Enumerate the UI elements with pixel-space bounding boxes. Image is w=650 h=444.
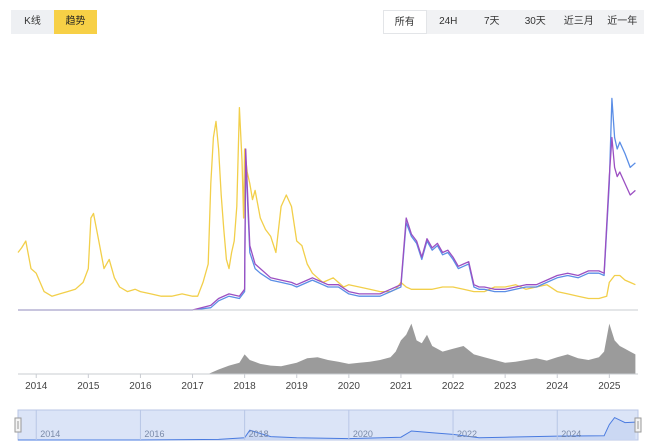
price-lines [17,97,636,311]
x-tick-label: 2020 [338,381,361,392]
x-tick-label: 2021 [390,381,413,392]
navigator-year-label: 2014 [40,429,60,439]
tab-7d[interactable]: 7天 [483,16,500,27]
x-tick-label: 2018 [234,381,257,392]
x-tick-label: 2014 [25,381,48,392]
tab-30d[interactable]: 30天 [524,16,546,27]
navigator-year-label: 2022 [457,429,477,439]
tab-24h[interactable]: 24H [439,16,458,27]
navigator-year-label: 2018 [249,429,269,439]
navigator-line [18,416,636,441]
x-tick-label: 2017 [181,381,204,392]
navigator-labels: 2014 2016 2018 2020 2022 2024 [35,410,581,440]
kline-toggle-button[interactable]: K线 [11,10,54,34]
time-range-tabs: 所有 24H 7天 30天 近三月 近一年 [383,10,644,34]
series-blue-line [18,97,636,311]
x-tick-label: 2024 [546,381,569,392]
volume-area [18,323,636,374]
volume-area-shape [18,323,636,374]
x-tick-label: 2016 [129,381,152,392]
series-yellow-line [17,106,636,300]
navigator-year-label: 2024 [561,429,581,439]
x-tick-label: 2022 [442,381,465,392]
trend-toggle-button[interactable]: 趋势 [54,10,97,34]
navigator-background[interactable] [17,409,639,441]
x-tick-label: 2025 [598,381,621,392]
range-navigator: 2014 2016 2018 2020 2022 2024 [14,409,642,441]
navigator-area [18,416,636,441]
x-tick-label: 2019 [286,381,309,392]
navigator-year-label: 2020 [353,429,373,439]
x-tick-label: 2023 [494,381,517,392]
x-tick-label: 2015 [77,381,100,392]
navigator-area-fill [18,417,636,440]
series-purple-line [18,136,636,311]
navigator-year-label: 2016 [144,429,164,439]
view-toggle: K线 趋势 [11,10,97,34]
x-axis-ticks: 2014 2015 2016 2017 2018 2019 2020 2021 2022 2023… [25,374,621,392]
tab-3m[interactable]: 近三月 [563,16,594,27]
tab-all[interactable]: 所有 [383,10,427,34]
tab-1y[interactable]: 近一年 [607,16,638,27]
